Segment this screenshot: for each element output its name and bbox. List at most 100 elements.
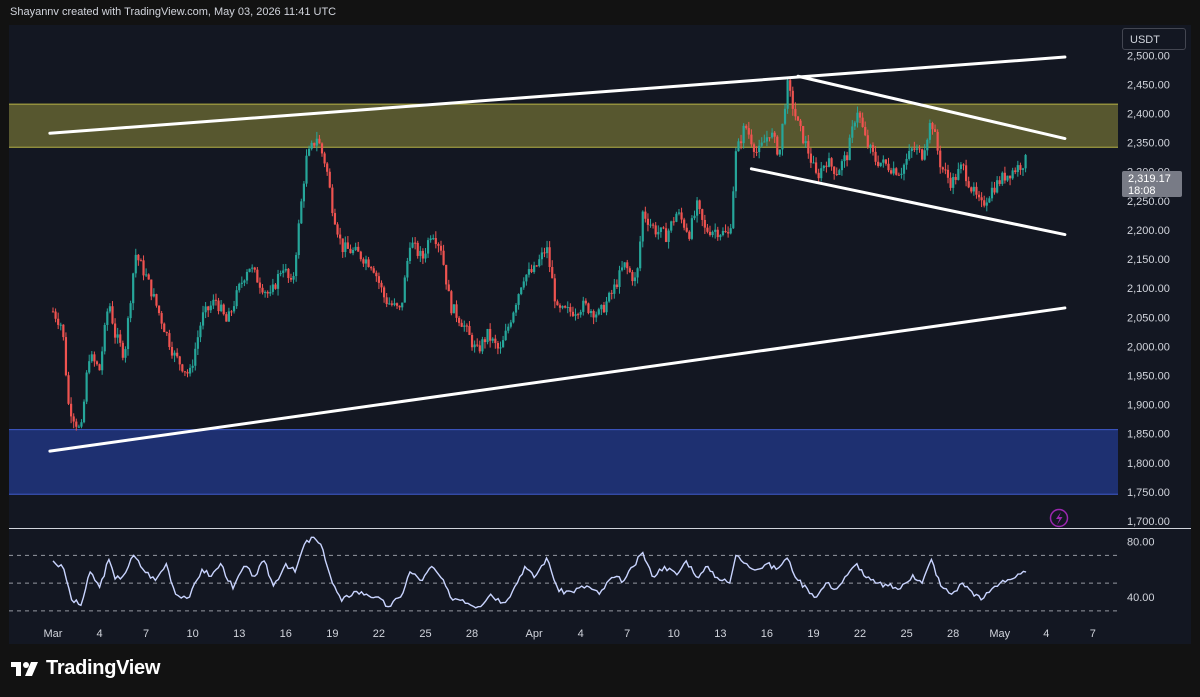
- candle-body: [341, 238, 344, 253]
- candle-body: [80, 422, 83, 427]
- candle-body: [142, 260, 145, 276]
- candle-body: [633, 277, 637, 282]
- price-tick-label: 2,000.00: [1127, 341, 1170, 353]
- time-tick-label: 13: [714, 628, 726, 640]
- candle-body: [452, 304, 456, 314]
- candle-body: [245, 271, 249, 281]
- candle-body: [251, 267, 254, 269]
- candle-body: [59, 324, 62, 326]
- candle-body: [535, 265, 538, 267]
- candle-body: [351, 249, 355, 254]
- candle-body: [214, 299, 218, 301]
- candle-body: [512, 312, 515, 323]
- candle-body: [292, 276, 295, 280]
- candle-body: [538, 259, 541, 267]
- candle-body: [812, 162, 815, 164]
- time-tick-label: May: [989, 628, 1010, 640]
- candle-body: [160, 313, 163, 324]
- candle-body: [191, 365, 194, 368]
- candle-body: [861, 117, 864, 127]
- candle-body: [419, 250, 422, 256]
- candle-body: [240, 282, 243, 284]
- pane-separator[interactable]: [9, 528, 1191, 529]
- candle-body: [121, 342, 124, 358]
- candle-body: [737, 141, 740, 152]
- candles-layer: [51, 76, 1027, 431]
- candle-body: [473, 344, 476, 348]
- time-tick-label: 22: [854, 628, 866, 640]
- candle-body: [315, 138, 318, 146]
- candle-body: [274, 284, 277, 289]
- candle-body: [639, 241, 642, 269]
- candle-body: [183, 371, 187, 373]
- candle-body: [414, 242, 417, 244]
- candle-body: [913, 148, 916, 150]
- candle-body: [833, 166, 836, 174]
- candle-body: [654, 225, 657, 235]
- candle-body: [465, 325, 468, 327]
- tradingview-logo-icon: [11, 661, 38, 676]
- candle-body: [910, 148, 913, 151]
- candle-body: [470, 334, 474, 348]
- candle-body: [848, 137, 851, 161]
- candle-body: [838, 170, 841, 175]
- candle-body: [799, 120, 802, 127]
- time-tick-label: Mar: [44, 628, 63, 640]
- price-scale[interactable]: [1118, 25, 1191, 644]
- candle-body: [447, 284, 450, 292]
- candle-body: [331, 187, 334, 214]
- candle-body: [437, 244, 440, 246]
- candle-body: [664, 228, 668, 242]
- candle-body: [892, 168, 895, 174]
- candle-body: [846, 155, 849, 161]
- currency-button[interactable]: USDT: [1122, 28, 1186, 50]
- candle-body: [993, 187, 996, 193]
- candle-body: [318, 138, 321, 144]
- candle-body: [608, 292, 611, 302]
- last-price-box: [1122, 171, 1182, 197]
- candle-body: [261, 287, 264, 293]
- candle-body: [372, 268, 375, 273]
- candle-body: [199, 325, 202, 338]
- candle-body: [445, 264, 448, 285]
- time-tick-label: 13: [233, 628, 245, 640]
- candle-body: [778, 149, 781, 155]
- candle-body: [1006, 175, 1009, 181]
- candle-body: [809, 153, 812, 163]
- candle-body: [297, 223, 300, 256]
- candle-body: [157, 305, 161, 314]
- time-tick-label: 7: [624, 628, 630, 640]
- candle-body: [398, 305, 401, 308]
- candle-body: [714, 229, 717, 232]
- candle-body: [685, 227, 688, 232]
- last-price-label: 2,319.17 18:08: [1122, 171, 1182, 197]
- candle-body: [126, 318, 130, 350]
- price-tick-label: 1,950.00: [1127, 370, 1170, 382]
- tradingview-logo[interactable]: TradingView: [10, 657, 160, 680]
- candle-body: [289, 277, 293, 280]
- candle-body: [889, 170, 893, 174]
- lightning-bolt-icon[interactable]: [1049, 508, 1069, 528]
- time-tick-label: 25: [419, 628, 431, 640]
- candle-body: [434, 238, 437, 245]
- candle-body: [680, 212, 683, 220]
- candle-body: [908, 150, 911, 159]
- candle-body: [716, 229, 719, 238]
- candle-body: [264, 291, 267, 293]
- candle-body: [670, 221, 673, 231]
- candle-body: [152, 294, 155, 297]
- candle-body: [750, 134, 753, 145]
- candle-body: [962, 164, 965, 166]
- candle-body: [271, 284, 274, 292]
- candle-body: [450, 291, 453, 314]
- candle-body: [996, 180, 999, 193]
- candle-body: [88, 361, 91, 373]
- candle-body: [895, 168, 898, 175]
- candle-body: [840, 161, 844, 171]
- candle-body: [85, 372, 88, 402]
- price-tick-label: 1,700.00: [1127, 516, 1170, 528]
- candle-body: [429, 238, 432, 241]
- candle-body: [364, 259, 368, 264]
- rsi-tick-label: 80.00: [1127, 536, 1155, 548]
